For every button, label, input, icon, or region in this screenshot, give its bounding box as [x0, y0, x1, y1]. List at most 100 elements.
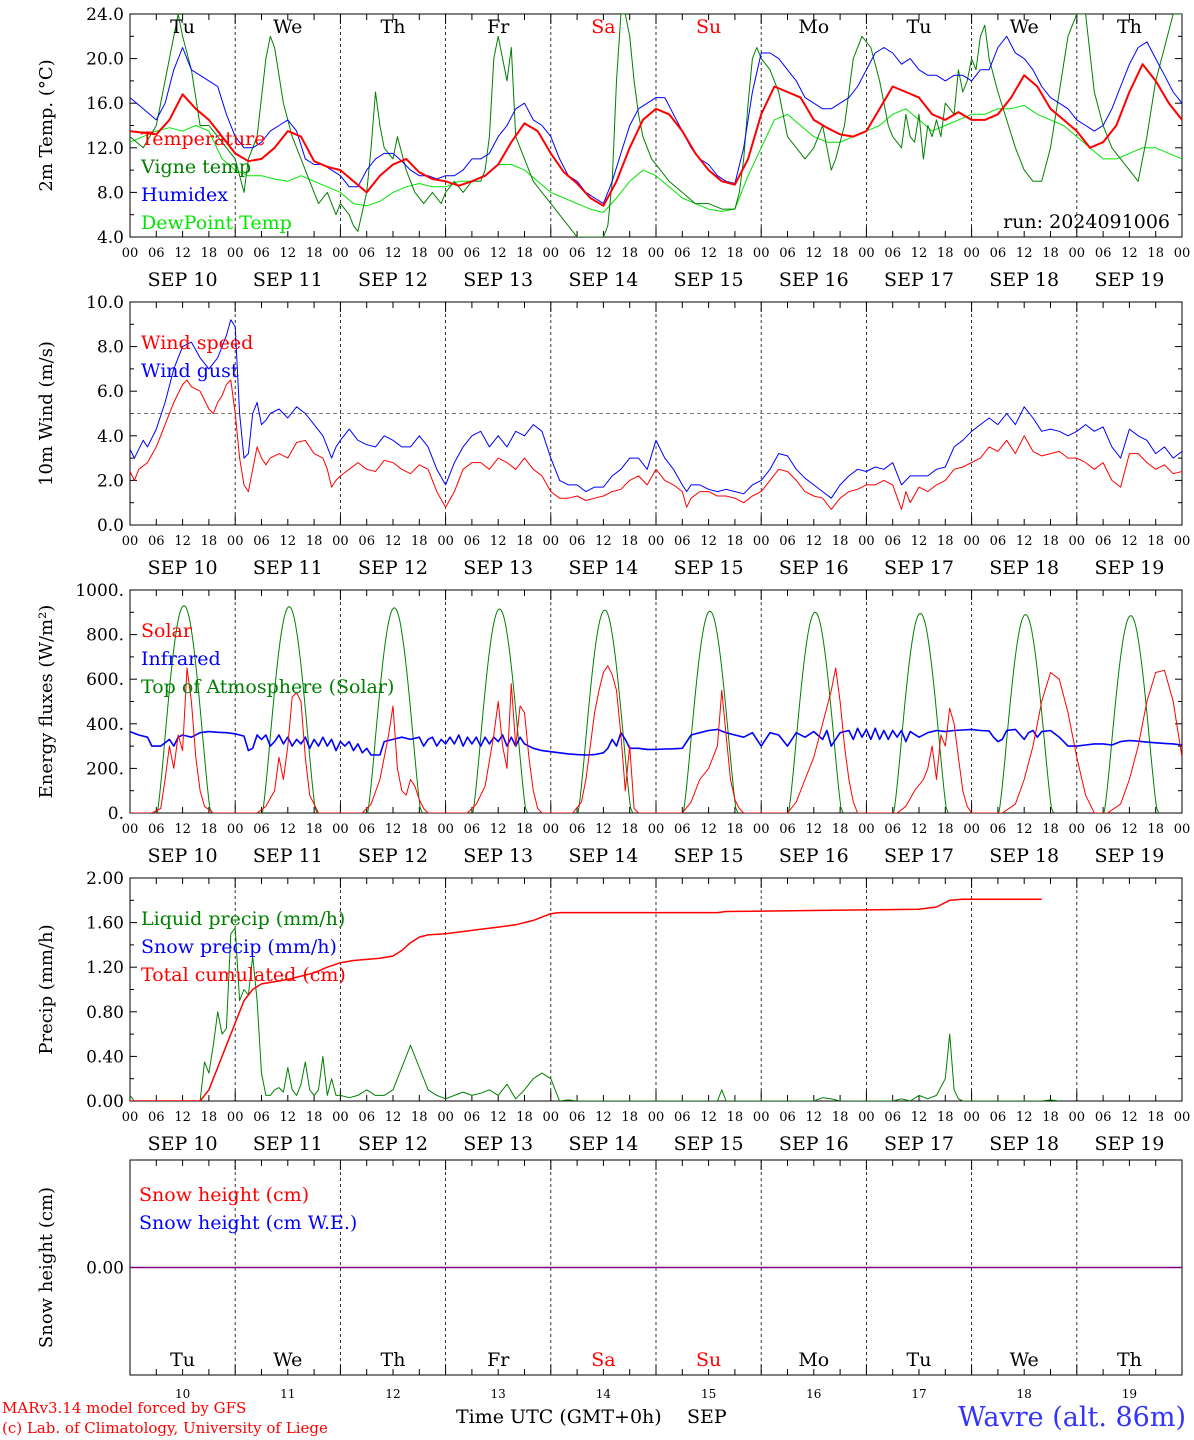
- hour-tick-label: 06: [569, 534, 586, 549]
- hour-tick-label: 06: [1095, 246, 1112, 261]
- date-label: SEP 17: [884, 269, 954, 291]
- hour-tick-label: 18: [201, 822, 218, 837]
- series-line-top-of-atmosphere: [1102, 615, 1160, 813]
- hour-tick-label: 00: [858, 1110, 875, 1125]
- y-axis-title: 2m Temp. (°C): [36, 59, 57, 191]
- hour-tick-label: 18: [937, 246, 954, 261]
- hour-tick-label: 12: [911, 534, 928, 549]
- hour-tick-label: 00: [648, 1110, 665, 1125]
- hour-tick-label: 18: [621, 1110, 638, 1125]
- hour-tick-label: 06: [148, 1110, 165, 1125]
- hour-tick-label: 18: [1042, 1110, 1059, 1125]
- hour-tick-label: 06: [674, 822, 691, 837]
- y-tick-label: 8.0: [97, 183, 124, 203]
- hour-tick-label: 06: [1095, 534, 1112, 549]
- day-number-label: 14: [596, 1387, 612, 1401]
- hour-tick-label: 12: [280, 534, 297, 549]
- y-tick-label: 1.60: [86, 914, 124, 934]
- y-tick-label: 1000.: [75, 581, 124, 601]
- series-line-top-of-atmosphere: [576, 609, 634, 813]
- series-line-wind-speed: [130, 379, 1182, 510]
- hour-tick-label: 00: [1069, 822, 1086, 837]
- series-line-infrared: [130, 727, 1182, 756]
- date-label: SEP 17: [884, 1133, 954, 1155]
- hour-tick-label: 00: [543, 1110, 560, 1125]
- date-label: SEP 18: [989, 845, 1059, 867]
- legend-entry: Solar: [141, 620, 193, 642]
- day-number-label: 12: [385, 1387, 400, 1401]
- series-line-top-of-atmosphere: [681, 610, 739, 813]
- hour-tick-label: 18: [516, 822, 533, 837]
- hour-tick-label: 06: [884, 1110, 901, 1125]
- hour-tick-label: 12: [385, 534, 402, 549]
- legend-entry: DewPoint Temp: [141, 212, 292, 234]
- hour-tick-label: 12: [174, 246, 191, 261]
- run-label: run: 2024091006: [1003, 211, 1170, 233]
- hour-tick-label: 18: [621, 246, 638, 261]
- hour-tick-label: 06: [569, 1110, 586, 1125]
- day-number-label: 19: [1122, 1387, 1137, 1401]
- date-label: SEP 10: [148, 1133, 218, 1155]
- weekday-label: Fr: [487, 1349, 510, 1371]
- hour-tick-label: 12: [806, 822, 823, 837]
- hour-tick-label: 12: [174, 1110, 191, 1125]
- hour-tick-label: 06: [464, 822, 481, 837]
- day-number-label: 15: [701, 1387, 716, 1401]
- date-label: SEP 19: [1094, 269, 1164, 291]
- hour-tick-label: 00: [543, 246, 560, 261]
- series-line-top-of-atmosphere: [261, 606, 318, 813]
- weekday-label: Th: [381, 16, 406, 38]
- hour-tick-label: 00: [332, 246, 349, 261]
- hour-tick-label: 18: [306, 822, 323, 837]
- hour-tick-label: 00: [753, 822, 770, 837]
- hour-tick-label: 00: [963, 1110, 980, 1125]
- y-tick-label: 0.: [108, 804, 124, 824]
- date-label: SEP 15: [674, 1133, 744, 1155]
- y-tick-label: 0.00: [86, 1259, 124, 1279]
- hour-tick-label: 18: [411, 246, 428, 261]
- hour-tick-label: 12: [806, 534, 823, 549]
- date-label: SEP 15: [674, 269, 744, 291]
- series-line-top-of-atmosphere: [366, 607, 423, 813]
- hour-tick-label: 00: [122, 246, 139, 261]
- hour-tick-label: 06: [779, 534, 796, 549]
- hour-tick-label: 18: [411, 1110, 428, 1125]
- weekday-label: Tu: [170, 1349, 195, 1371]
- hour-tick-label: 18: [1042, 822, 1059, 837]
- hour-tick-label: 18: [937, 534, 954, 549]
- hour-tick-label: 06: [358, 1110, 375, 1125]
- hour-tick-label: 06: [253, 1110, 270, 1125]
- day-number-label: 10: [175, 1387, 190, 1401]
- x-axis-title: Time UTC (GMT+0h): [456, 1406, 662, 1428]
- hour-tick-label: 12: [1121, 534, 1138, 549]
- date-label: SEP 15: [674, 557, 744, 579]
- series-line-top-of-atmosphere: [787, 611, 844, 813]
- y-tick-label: 0.40: [86, 1047, 124, 1067]
- hour-tick-label: 06: [990, 1110, 1007, 1125]
- weekday-label: We: [273, 1349, 302, 1371]
- hour-tick-label: 00: [753, 246, 770, 261]
- hour-tick-label: 12: [385, 822, 402, 837]
- series-line-top-of-atmosphere: [997, 614, 1055, 813]
- date-label: SEP 14: [568, 269, 638, 291]
- panel-3: 0. 200. 400. 600. 800. 1000. Energy fluxes (W/…: [36, 581, 1190, 867]
- hour-tick-label: 18: [411, 822, 428, 837]
- hour-tick-label: 12: [595, 534, 612, 549]
- hour-tick-label: 12: [174, 534, 191, 549]
- weekday-label: We: [273, 16, 302, 38]
- hour-tick-label: 18: [1042, 534, 1059, 549]
- y-tick-label: 12.0: [86, 139, 124, 159]
- hour-tick-label: 12: [280, 246, 297, 261]
- hour-tick-label: 18: [727, 822, 744, 837]
- hour-tick-label: 18: [1147, 534, 1164, 549]
- hour-tick-label: 00: [963, 246, 980, 261]
- weekday-label: Mo: [798, 16, 829, 38]
- footer-lab: (c) Lab. of Climatology, University of L…: [2, 1419, 328, 1437]
- hour-tick-label: 06: [464, 534, 481, 549]
- date-label: SEP 13: [463, 269, 533, 291]
- hour-tick-label: 18: [306, 534, 323, 549]
- hour-tick-label: 06: [990, 534, 1007, 549]
- panel-2: 0.0 2.0 4.0 6.0 8.0 10.0 10m Wind (m/s) 00 06 12 1…: [36, 293, 1190, 579]
- hour-tick-label: 18: [621, 534, 638, 549]
- hour-tick-label: 18: [411, 534, 428, 549]
